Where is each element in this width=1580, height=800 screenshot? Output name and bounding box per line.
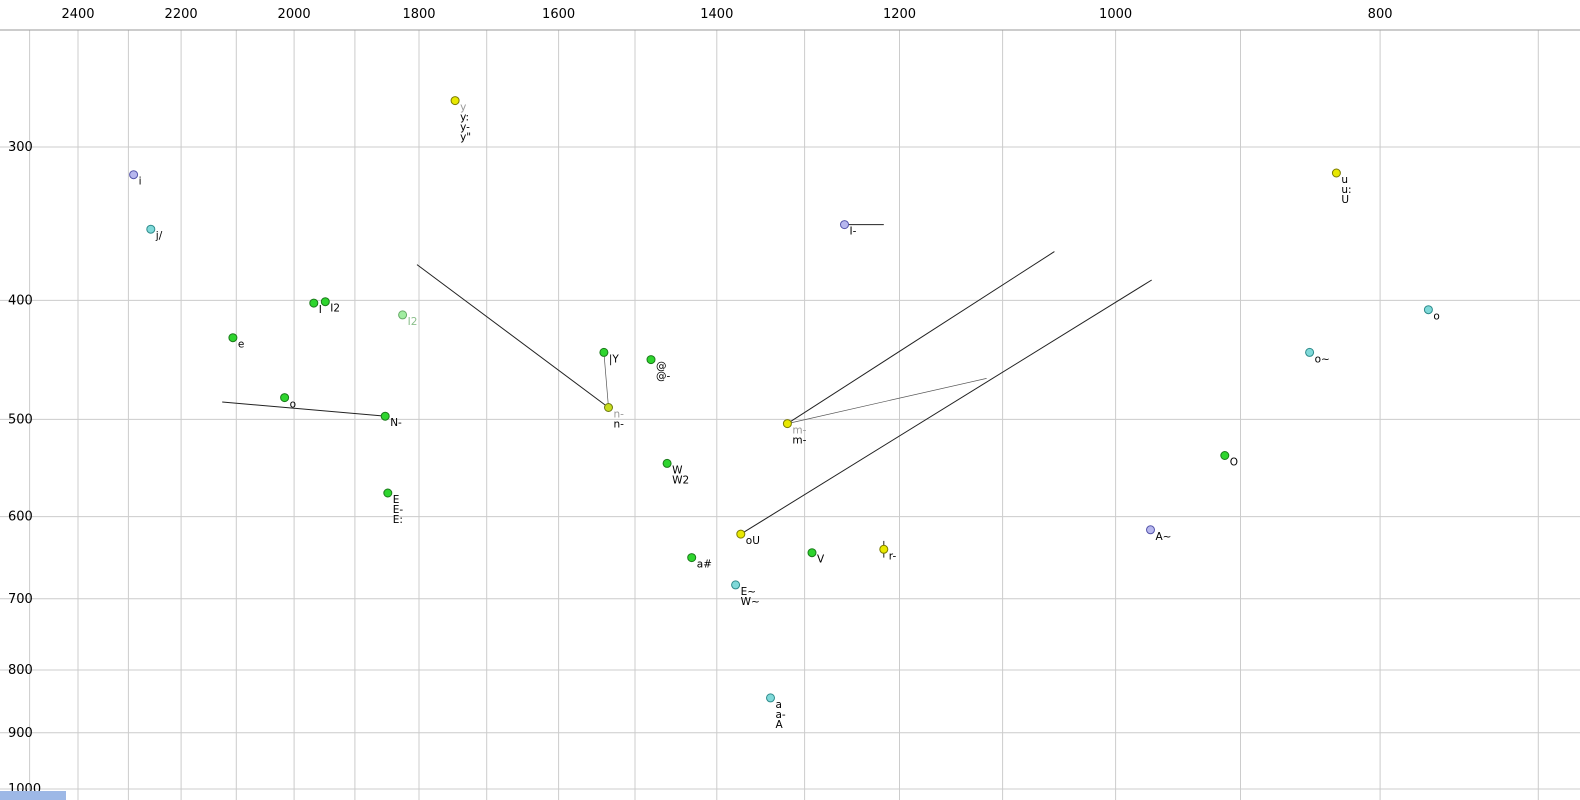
point-label: I2 [408, 316, 418, 328]
data-point-o[interactable] [1423, 305, 1433, 315]
data-point-i[interactable] [840, 220, 849, 230]
point-label: y: [460, 112, 469, 124]
y-tick-label: 300 [8, 140, 33, 155]
point-label: j/ [155, 230, 163, 242]
data-point-a[interactable] [766, 693, 775, 703]
point-label: e [238, 339, 244, 351]
data-point-pt[interactable] [646, 355, 656, 365]
x-tick-label: 1000 [1099, 7, 1132, 22]
point-label: @- [656, 371, 671, 383]
data-point-n[interactable] [380, 411, 390, 421]
x-tick-label: 1800 [402, 7, 435, 22]
data-point-y[interactable] [450, 96, 460, 106]
data-point-i2[interactable] [320, 297, 330, 307]
point-label: A [776, 719, 784, 731]
connector-line [416, 264, 609, 408]
data-point-r[interactable] [879, 544, 889, 554]
point-label: o~ [1315, 353, 1330, 365]
data-point-e[interactable] [383, 488, 393, 498]
data-point-i2[interactable] [398, 310, 408, 320]
x-tick-label: 800 [1368, 7, 1393, 22]
x-tick-label: 1400 [700, 7, 733, 22]
data-point-n[interactable] [604, 403, 613, 412]
point-label: u: [1341, 184, 1351, 196]
bottom-left-highlight [0, 791, 66, 800]
point-label: E- [393, 504, 404, 516]
point-label: O [1230, 457, 1238, 469]
point-label: o [290, 399, 296, 411]
point-label: y [460, 102, 466, 114]
data-point-w[interactable] [662, 458, 672, 468]
x-tick-label: 2000 [278, 7, 311, 22]
point-label: y- [460, 122, 470, 134]
connector-line [603, 352, 609, 408]
data-point-e[interactable] [228, 333, 238, 343]
data-point-m[interactable] [782, 419, 792, 429]
point-label: @ [656, 361, 667, 373]
data-point-i[interactable] [309, 298, 319, 308]
data-point-i[interactable] [129, 170, 139, 180]
point-label: oU [746, 535, 760, 547]
point-label: N- [390, 417, 402, 429]
point-label: a- [776, 709, 786, 721]
point-label: i [139, 176, 142, 188]
point-label: a# [697, 559, 712, 571]
point-label: m- [792, 435, 806, 447]
point-label: U [1341, 194, 1349, 206]
x-tick-label: 2400 [61, 7, 94, 22]
point-label: I2 [330, 303, 340, 315]
connector-line [222, 401, 386, 417]
data-point-o[interactable] [1220, 451, 1230, 460]
y-tick-label: 700 [8, 592, 33, 607]
point-label: |Y [609, 353, 620, 365]
x-tick-label: 1600 [542, 7, 575, 22]
data-point-y[interactable] [599, 347, 609, 357]
point-label: y" [460, 132, 471, 144]
point-label: I- [850, 226, 857, 238]
connector-line [740, 279, 1152, 535]
connector-line [787, 251, 1055, 425]
point-label: E: [393, 514, 403, 526]
data-point-o[interactable] [280, 393, 290, 403]
connector-line [787, 378, 987, 424]
x-tick-label: 2200 [165, 7, 198, 22]
data-point-u[interactable] [1331, 168, 1341, 178]
point-label: W2 [672, 474, 689, 486]
point-label: E~ [741, 586, 756, 598]
point-label: V [817, 554, 825, 566]
point-label: I [319, 304, 322, 316]
data-point-ou[interactable] [736, 529, 746, 539]
y-tick-label: 800 [8, 663, 33, 678]
point-label: W~ [741, 596, 760, 608]
data-point-j[interactable] [146, 224, 156, 234]
point-label: m- [792, 425, 806, 437]
y-tick-label: 900 [8, 726, 33, 741]
point-label: n- [614, 409, 625, 421]
point-label: E [393, 494, 400, 506]
point-label: A~ [1156, 531, 1172, 543]
data-point-a[interactable] [1146, 525, 1155, 535]
data-point-o[interactable] [1305, 347, 1315, 357]
y-tick-label: 400 [8, 293, 33, 308]
data-point-a[interactable] [687, 553, 697, 563]
point-label: n- [614, 419, 625, 431]
data-point-v[interactable] [807, 548, 817, 558]
y-tick-label: 600 [8, 510, 33, 525]
point-label: u [1341, 174, 1348, 186]
x-tick-label: 1200 [883, 7, 916, 22]
data-point-e[interactable] [731, 580, 741, 590]
point-label: a [776, 699, 782, 711]
point-label: W [672, 464, 683, 476]
y-tick-label: 500 [8, 412, 33, 427]
point-label: r- [889, 550, 897, 562]
point-label: o [1433, 311, 1439, 323]
